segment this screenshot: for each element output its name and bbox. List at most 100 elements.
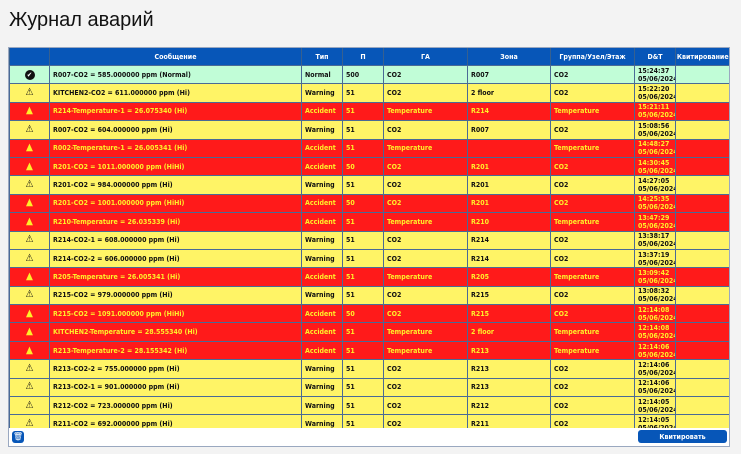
warning-filled-icon: ▲ bbox=[26, 215, 33, 227]
cell-date: 05/06/2024 bbox=[638, 350, 676, 359]
cell-message: R007-CO2 = 585.000000 ppm (Normal) bbox=[49, 65, 302, 85]
cell-ack[interactable] bbox=[675, 267, 729, 287]
col-zone[interactable]: Зона bbox=[467, 48, 551, 65]
cell-message: R213-CO2-1 = 901.000000 ppm (Hi) bbox=[49, 377, 302, 398]
table-row[interactable]: ⚠ R212-CO2 = 723.000000 ppm (Hi) Warning 51… bbox=[9, 396, 729, 416]
col-group[interactable]: Группа/Узел/Этаж bbox=[550, 48, 635, 65]
cell-type: Accident bbox=[301, 193, 343, 214]
cell-ack[interactable] bbox=[675, 83, 729, 103]
table-row[interactable]: ✔ R007-CO2 = 585.000000 ppm (Normal) Norma… bbox=[9, 65, 729, 85]
cell-ack[interactable] bbox=[675, 138, 729, 158]
cell-ga: Temperature bbox=[383, 212, 468, 232]
cell-group: CO2 bbox=[550, 248, 635, 269]
table-row[interactable]: ▲ R201-CO2 = 1011.000000 ppm (HiHi) Accide… bbox=[9, 156, 729, 177]
table-row[interactable]: ⚠ R214-CO2-1 = 608.000000 ppm (Hi) Warning… bbox=[9, 230, 729, 250]
cell-datetime: 13:08:32 05/06/2024 bbox=[634, 285, 676, 306]
cell-date: 05/06/2024 bbox=[638, 129, 676, 138]
table-row[interactable]: ▲ R205-Temperature = 26.005341 (Hi) Accide… bbox=[9, 267, 729, 287]
cell-ack[interactable] bbox=[675, 156, 729, 177]
cell-ga: CO2 bbox=[383, 359, 468, 379]
delete-button[interactable]: 🗑 bbox=[12, 431, 24, 443]
col-priority[interactable]: П bbox=[342, 48, 384, 65]
col-ack[interactable]: Квитирование bbox=[675, 48, 729, 65]
cell-ack[interactable] bbox=[675, 230, 729, 250]
cell-priority: 51 bbox=[342, 212, 384, 232]
table-row[interactable]: ⚠ R213-CO2-1 = 901.000000 ppm (Hi) Warning… bbox=[9, 377, 729, 398]
cell-zone: R201 bbox=[467, 156, 551, 177]
table-row[interactable]: ⚠ R213-CO2-2 = 755.000000 ppm (Hi) Warning… bbox=[9, 359, 729, 379]
table-row[interactable]: ⚠ KITCHEN2-CO2 = 611.000000 ppm (Hi) Warni… bbox=[9, 83, 729, 103]
table-row[interactable]: ▲ R210-Temperature = 26.035339 (Hi) Accide… bbox=[9, 212, 729, 232]
alarm-log-panel: Сообщение Тип П ГА Зона Группа/Узел/Этаж… bbox=[8, 47, 730, 447]
col-message[interactable]: Сообщение bbox=[49, 48, 302, 65]
cell-priority: 51 bbox=[342, 377, 384, 398]
cell-ack[interactable] bbox=[675, 175, 729, 195]
cell-priority: 51 bbox=[342, 230, 384, 250]
table-row[interactable]: ▲ KITCHEN2-Temperature = 28.555340 (Hi) Ac… bbox=[9, 322, 729, 342]
table-row[interactable]: ⚠ R215-CO2 = 979.000000 ppm (Hi) Warning 51… bbox=[9, 285, 729, 306]
cell-message: R201-CO2 = 984.000000 ppm (Hi) bbox=[49, 175, 302, 195]
acknowledge-button[interactable]: Квитировать bbox=[638, 430, 727, 443]
cell-group: CO2 bbox=[550, 396, 635, 416]
cell-zone: R214 bbox=[467, 101, 551, 122]
warning-filled-icon: ▲ bbox=[26, 105, 33, 117]
cell-ack[interactable] bbox=[675, 396, 729, 416]
table-row[interactable]: ▲ R215-CO2 = 1091.000000 ppm (HiHi) Accide… bbox=[9, 304, 729, 324]
cell-priority: 51 bbox=[342, 248, 384, 269]
cell-ack[interactable] bbox=[675, 340, 729, 361]
cell-ack[interactable] bbox=[675, 193, 729, 214]
table-row[interactable]: ▲ R201-CO2 = 1001.000000 ppm (HiHi) Accide… bbox=[9, 193, 729, 214]
cell-zone: R213 bbox=[467, 377, 551, 398]
cell-datetime: 13:37:19 05/06/2024 bbox=[634, 248, 676, 269]
cell-type: Warning bbox=[301, 175, 343, 195]
cell-date: 05/06/2024 bbox=[638, 332, 676, 341]
cell-ga: CO2 bbox=[383, 83, 468, 103]
cell-ga: CO2 bbox=[383, 377, 468, 398]
col-ga[interactable]: ГА bbox=[383, 48, 468, 65]
table-row[interactable]: ▲ R213-Temperature-2 = 28.155342 (Hi) Acci… bbox=[9, 340, 729, 361]
col-icon[interactable] bbox=[9, 48, 50, 65]
cell-ack[interactable] bbox=[675, 248, 729, 269]
cell-group: CO2 bbox=[550, 120, 635, 140]
cell-ack[interactable] bbox=[675, 359, 729, 379]
cell-ack[interactable] bbox=[675, 101, 729, 122]
cell-ack[interactable] bbox=[675, 212, 729, 232]
cell-ack[interactable] bbox=[675, 304, 729, 324]
warning-filled-icon: ▲ bbox=[26, 160, 33, 172]
table-row[interactable]: ⚠ R214-CO2-2 = 606.000000 ppm (Hi) Warning… bbox=[9, 248, 729, 269]
table-row[interactable]: ⚠ R007-CO2 = 604.000000 ppm (Hi) Warning 51… bbox=[9, 120, 729, 140]
cell-ack[interactable] bbox=[675, 285, 729, 306]
warning-outline-icon: ⚠ bbox=[25, 179, 34, 191]
table-row[interactable]: ▲ R214-Temperature-1 = 26.075340 (Hi) Acci… bbox=[9, 101, 729, 122]
table-row[interactable]: ▲ R002-Temperature-1 = 26.005341 (Hi) Acci… bbox=[9, 138, 729, 158]
cell-ga: CO2 bbox=[383, 285, 468, 306]
cell-ga: CO2 bbox=[383, 248, 468, 269]
cell-ack[interactable] bbox=[675, 377, 729, 398]
cell-date: 05/06/2024 bbox=[638, 276, 676, 285]
cell-time: 12:14:06 bbox=[638, 360, 670, 369]
cell-group: CO2 bbox=[550, 285, 635, 306]
col-type[interactable]: Тип bbox=[301, 48, 343, 65]
cell-message: KITCHEN2-CO2 = 611.000000 ppm (Hi) bbox=[49, 83, 302, 103]
cell-ack[interactable] bbox=[675, 65, 729, 85]
cell-ack[interactable] bbox=[675, 120, 729, 140]
cell-group: CO2 bbox=[550, 377, 635, 398]
table-body-scroll[interactable]: ✔ R007-CO2 = 585.000000 ppm (Normal) Norma… bbox=[9, 65, 729, 445]
cell-time: 13:08:32 bbox=[638, 287, 670, 296]
table-row[interactable]: ⚠ R201-CO2 = 984.000000 ppm (Hi) Warning 51… bbox=[9, 175, 729, 195]
check-circle-icon: ✔ bbox=[24, 69, 35, 80]
cell-zone: R210 bbox=[467, 212, 551, 232]
cell-zone: R215 bbox=[467, 285, 551, 306]
warning-filled-icon: ▲ bbox=[26, 307, 33, 319]
cell-priority: 51 bbox=[342, 101, 384, 122]
cell-time: 12:14:08 bbox=[638, 324, 670, 333]
col-datetime[interactable]: D&T bbox=[634, 48, 676, 65]
cell-ack[interactable] bbox=[675, 322, 729, 342]
cell-group: Temperature bbox=[550, 138, 635, 158]
cell-type: Accident bbox=[301, 322, 343, 342]
cell-type: Normal bbox=[301, 65, 343, 85]
cell-datetime: 14:30:45 05/06/2024 bbox=[634, 156, 676, 177]
table-header: Сообщение Тип П ГА Зона Группа/Узел/Этаж… bbox=[9, 48, 729, 65]
cell-type: Accident bbox=[301, 304, 343, 324]
cell-time: 14:27:05 bbox=[638, 177, 670, 186]
